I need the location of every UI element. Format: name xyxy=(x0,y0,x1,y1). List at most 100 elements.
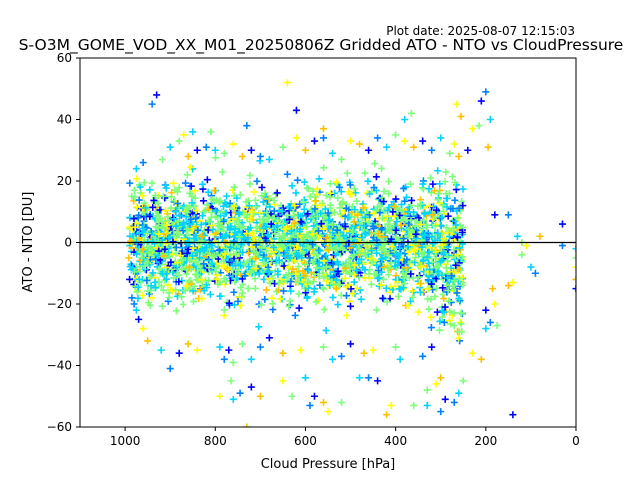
data-point xyxy=(457,309,465,317)
data-point xyxy=(450,246,458,254)
data-point xyxy=(167,258,175,266)
data-point xyxy=(216,392,224,400)
data-point xyxy=(220,202,227,210)
data-point xyxy=(385,190,393,198)
data-point xyxy=(235,216,243,224)
y-axis: −60 −40 −20 0 20 40 60 xyxy=(47,51,80,434)
data-point xyxy=(386,216,394,224)
data-point xyxy=(264,213,272,221)
data-point xyxy=(252,265,260,273)
data-point xyxy=(130,197,138,205)
data-point xyxy=(357,255,365,263)
data-point xyxy=(288,392,296,400)
data-point xyxy=(327,201,335,209)
data-point xyxy=(454,214,462,222)
data-point xyxy=(303,293,311,301)
data-point xyxy=(184,152,192,160)
data-point xyxy=(419,137,427,145)
data-point xyxy=(440,235,448,243)
data-point xyxy=(192,207,200,215)
data-point xyxy=(163,221,171,229)
data-point xyxy=(330,208,338,216)
data-point xyxy=(292,270,300,278)
data-point xyxy=(378,164,386,172)
data-point xyxy=(179,300,187,308)
data-point xyxy=(149,203,157,211)
data-point xyxy=(236,301,244,309)
data-point xyxy=(246,180,254,188)
data-point xyxy=(452,251,460,259)
data-point xyxy=(427,280,435,288)
data-point xyxy=(139,192,147,200)
data-point xyxy=(175,137,183,145)
data-point xyxy=(273,189,281,197)
data-point xyxy=(337,188,345,196)
data-point xyxy=(221,250,229,258)
data-point xyxy=(239,248,247,256)
data-point xyxy=(168,265,176,273)
data-point xyxy=(364,246,372,254)
data-point xyxy=(191,243,199,251)
data-point xyxy=(319,398,327,406)
data-point xyxy=(139,291,147,299)
data-point xyxy=(128,192,136,200)
data-point xyxy=(250,234,258,242)
data-point xyxy=(175,271,183,279)
data-point xyxy=(207,128,215,136)
data-point xyxy=(518,251,526,259)
data-point xyxy=(433,284,441,292)
data-point xyxy=(433,206,441,214)
data-point xyxy=(184,204,192,212)
y-tick-label: 40 xyxy=(57,113,72,127)
data-point xyxy=(332,276,340,284)
data-point xyxy=(127,237,135,245)
data-point xyxy=(372,173,380,181)
y-tick-label: −20 xyxy=(47,297,72,311)
data-point xyxy=(329,293,337,301)
data-point xyxy=(219,223,227,231)
data-point xyxy=(361,213,369,221)
data-point xyxy=(207,213,215,221)
data-point xyxy=(232,262,240,270)
data-point xyxy=(256,392,264,400)
data-point xyxy=(320,164,328,172)
data-point xyxy=(225,346,233,354)
data-point xyxy=(135,315,143,323)
data-point xyxy=(146,212,154,220)
data-point xyxy=(286,297,294,305)
data-point xyxy=(400,234,408,242)
data-point xyxy=(306,401,314,409)
data-point xyxy=(513,232,521,240)
data-point xyxy=(243,423,251,427)
data-point xyxy=(256,215,264,223)
data-point xyxy=(444,212,452,220)
data-point xyxy=(169,214,177,222)
data-point xyxy=(191,194,199,202)
data-point xyxy=(205,264,213,272)
data-point xyxy=(373,249,381,257)
data-point xyxy=(400,274,408,282)
data-point xyxy=(161,245,169,253)
data-point xyxy=(296,227,304,235)
data-point xyxy=(394,261,402,269)
data-point xyxy=(221,210,229,218)
data-point xyxy=(405,301,413,309)
data-point xyxy=(291,202,299,210)
data-point xyxy=(247,383,255,391)
data-point xyxy=(425,259,433,267)
data-point xyxy=(420,217,428,225)
data-point xyxy=(287,278,295,286)
data-point xyxy=(202,143,210,151)
data-point xyxy=(263,209,271,217)
data-point xyxy=(346,190,354,198)
data-point xyxy=(392,195,400,203)
data-point xyxy=(258,244,266,252)
data-point xyxy=(227,223,235,230)
data-point xyxy=(390,212,398,220)
data-point xyxy=(143,230,151,238)
data-point xyxy=(280,287,288,295)
data-point xyxy=(442,168,450,176)
data-point xyxy=(456,244,464,252)
data-point xyxy=(389,208,397,216)
